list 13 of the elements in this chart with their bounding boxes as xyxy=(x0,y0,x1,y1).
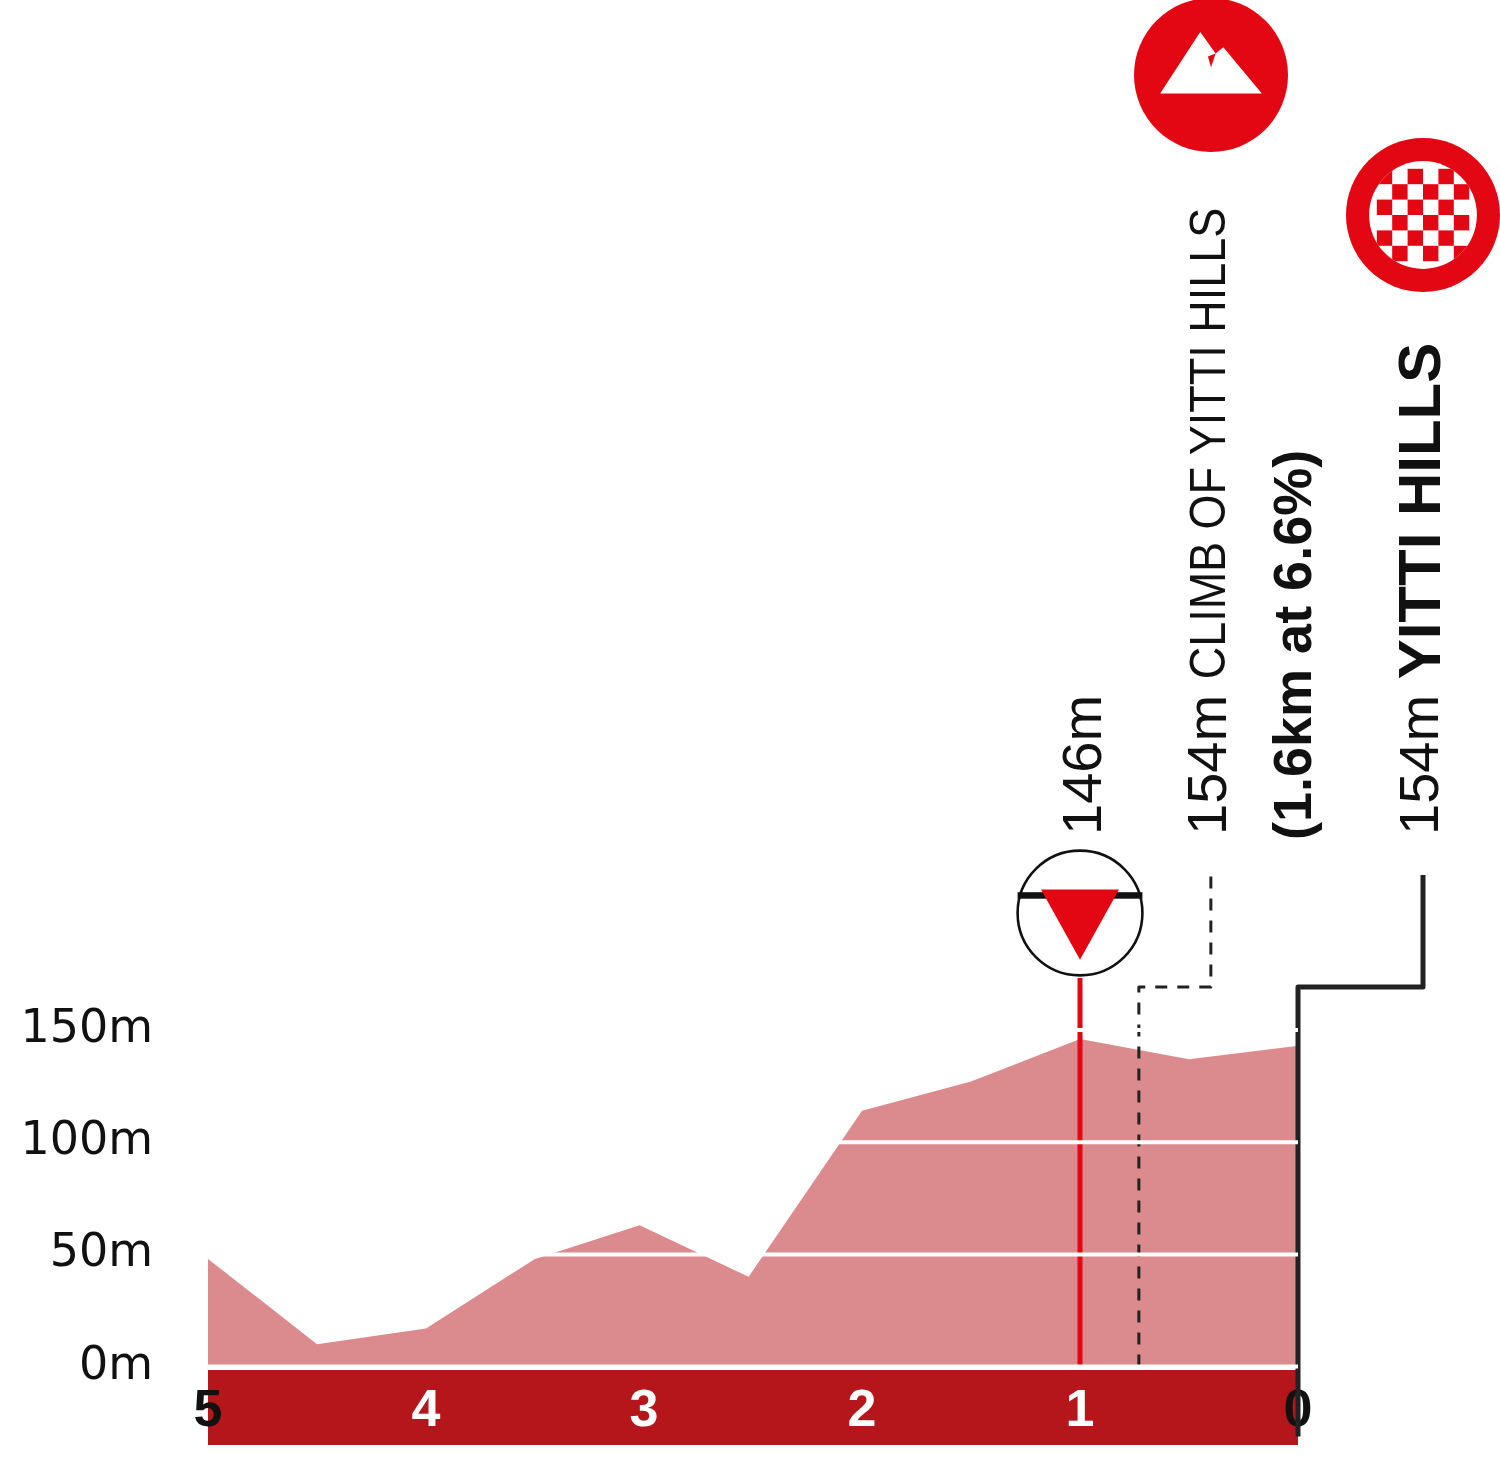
ref-line-label: 154m YITTI HILLS xyxy=(1385,342,1453,835)
y-tick-label: 150m xyxy=(20,998,153,1053)
x-tick-label: 5 xyxy=(193,1379,223,1438)
y-tick-label: 100m xyxy=(20,1111,153,1166)
y-tick-label: 50m xyxy=(49,1223,153,1278)
x-tick-label: 3 xyxy=(629,1379,659,1438)
ref-line-label: 154m CLIMB OF YITTI HILLS xyxy=(1175,207,1239,835)
text: (1.6km at 6.6%) xyxy=(1261,449,1322,840)
y-tick-label: 0m xyxy=(78,1335,153,1390)
text: 146m xyxy=(1050,694,1114,835)
x-tick-label: 2 xyxy=(847,1379,877,1438)
x-tick-label: 1 xyxy=(1065,1379,1095,1438)
x-tick-label: 4 xyxy=(411,1379,441,1438)
